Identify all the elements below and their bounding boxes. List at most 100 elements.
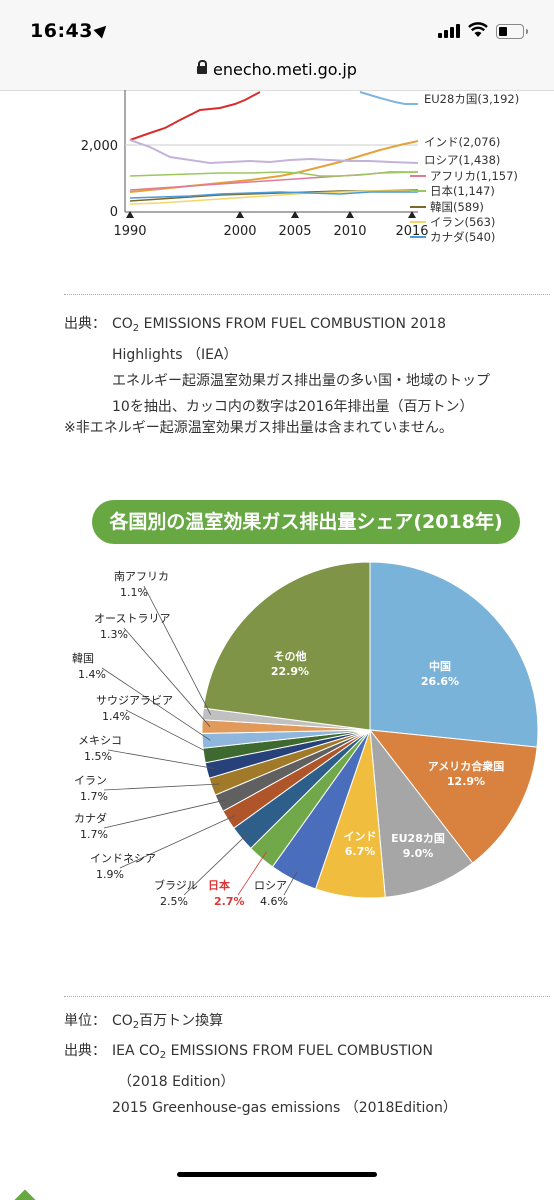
pie-slice: [202, 561, 371, 731]
clock: 16:43: [30, 20, 93, 42]
pie-outside-label: ブラジル: [154, 878, 198, 892]
pie-slice-value: 26.6%: [421, 675, 459, 688]
pie-leader-line: [119, 815, 235, 869]
series-line: [129, 191, 418, 199]
pie-slice-label: アメリカ合衆国: [428, 759, 504, 773]
series-line: [129, 139, 419, 165]
legend-label: イラン(563): [430, 215, 495, 229]
source-footnote: ※非エネルギー起源温室効果ガス排出量は含まれていません。: [64, 420, 453, 436]
pie-outside-value: 4.6%: [260, 895, 288, 908]
pie-outside-value: 1.4%: [102, 710, 130, 723]
source-line: 2015 Greenhouse-gas emissions （2018Editi…: [112, 1100, 457, 1116]
pie-outside-value: 1.1%: [120, 586, 148, 599]
signal-icon: [438, 24, 460, 38]
pie-leader-line: [123, 627, 211, 727]
lock-icon: [197, 59, 208, 74]
address-bar[interactable]: enecho.meti.go.jp: [0, 54, 554, 91]
pie-outside-label: メキシコ: [78, 734, 122, 747]
pie-outside-label: カナダ: [74, 811, 107, 825]
source-line: エネルギー起源温室効果ガス排出量の多い国・地域のトップ: [112, 373, 490, 389]
pie-outside-label: イラン: [74, 774, 107, 787]
source-line: Highlights （IEA）: [112, 347, 238, 363]
share-pie-chart: 中国 26.6% アメリカ合衆国 12.9% EU28カ国 9.0% インド 6.7% ロシア 4…: [72, 561, 539, 908]
pie-slice-value: 6.7%: [345, 845, 376, 858]
pie-slice-value: 22.9%: [271, 665, 309, 678]
pie-outside-value: 1.5%: [84, 750, 112, 763]
pie-slice: [368, 729, 538, 864]
pie-slice-label: インド: [344, 830, 377, 843]
pie-outside-value: 1.4%: [78, 668, 106, 681]
source-note-1: 出典： CO2 EMISSIONS FROM FUEL COMBUSTION 2…: [64, 311, 554, 441]
legend-label: アフリカ(1,157): [430, 169, 518, 183]
legend-label: 日本(1,147): [430, 184, 495, 198]
y-tick-label: 2,000: [81, 139, 118, 154]
legend-label: ロシア(1,438): [424, 153, 500, 167]
y-tick-label: 0: [110, 205, 118, 220]
pie-slice-value: 9.0%: [403, 847, 434, 860]
x-tick-marker: [291, 211, 299, 218]
series-line: [129, 91, 261, 141]
source-line: 10を抽出、カッコ内の数字は2016年排出量（百万トン）: [112, 399, 474, 415]
pie-slice-value: 12.9%: [447, 775, 485, 788]
source-line: IEA CO2 EMISSIONS FROM FUEL COMBUSTION: [112, 1043, 433, 1061]
pie-slice: [369, 561, 539, 748]
x-tick-label: 2016: [395, 224, 428, 239]
pie-title-banner: 各国別の温室効果ガス排出量シェア(2018年): [92, 500, 520, 544]
pie-outside-value: 2.7%: [214, 895, 245, 908]
x-tick-marker: [408, 211, 416, 218]
x-tick-label: 2005: [278, 224, 311, 239]
legend-label: 韓国(589): [430, 200, 484, 214]
emissions-line-chart: 2,000 0 1990 2000 2005 2010 2016 EU28カ国(3,19…: [81, 90, 519, 244]
pie-outside-label: 韓国: [72, 652, 94, 665]
next-section-cutoff: [0, 1186, 554, 1200]
pie-leader-line: [283, 872, 298, 896]
series-line: [359, 91, 418, 105]
pie-leader-line: [103, 783, 220, 791]
pie-leader-line: [143, 585, 212, 715]
unit-label: 単位：: [64, 1013, 106, 1029]
pie-outside-label: オーストラリア: [94, 612, 170, 625]
legend-label: EU28カ国(3,192): [424, 92, 519, 106]
home-indicator[interactable]: [177, 1172, 377, 1177]
pie-outside-value: 2.5%: [160, 895, 188, 908]
divider: [64, 996, 550, 997]
x-tick-label: 2010: [333, 224, 366, 239]
series-line: [129, 190, 418, 205]
pie-leader-line: [237, 851, 267, 896]
series-line: [129, 171, 419, 177]
legend-label: インド(2,076): [424, 135, 500, 149]
url-text[interactable]: enecho.meti.go.jp: [213, 60, 357, 79]
x-tick-marker: [126, 211, 134, 218]
pie-outside-label: ロシア: [254, 879, 287, 892]
pie-slice: [369, 728, 474, 898]
status-bar: 16:43: [0, 0, 554, 54]
pie-leader-line: [107, 749, 215, 769]
pie-outside-label: 日本: [208, 878, 230, 892]
pie-outside-label: 南アフリカ: [114, 570, 169, 583]
pie-outside-value: 1.9%: [96, 868, 124, 881]
legend-label: カナダ(540): [430, 230, 495, 244]
pie-outside-value: 1.7%: [80, 790, 108, 803]
pie-leader-line: [125, 709, 213, 755]
x-tick-marker: [346, 211, 354, 218]
source-line: CO2 EMISSIONS FROM FUEL COMBUSTION 2018: [112, 316, 446, 334]
pie-slice-label: 中国: [429, 659, 451, 673]
x-tick-label: 2000: [223, 224, 256, 239]
source-label: 出典：: [64, 1043, 106, 1059]
pie-outside-label: サウジアラビア: [96, 694, 173, 707]
pie-leader-line: [183, 833, 249, 896]
location-arrow-icon: [93, 21, 111, 39]
source-line: （2018 Edition）: [118, 1074, 235, 1090]
pie-slice-label: EU28カ国: [391, 832, 445, 845]
pie-outside-label: インドネシア: [90, 852, 156, 865]
battery-icon: [496, 24, 528, 39]
x-tick-marker: [236, 211, 244, 218]
pie-outside-value: 1.3%: [100, 628, 128, 641]
source-label: 出典：: [64, 316, 106, 332]
pie-leader-line: [103, 799, 227, 829]
divider: [64, 294, 550, 295]
series-line: [129, 140, 419, 193]
pie-outside-value: 1.7%: [80, 828, 108, 841]
pie-slice-label: その他: [274, 649, 307, 663]
wifi-icon: [468, 22, 488, 37]
